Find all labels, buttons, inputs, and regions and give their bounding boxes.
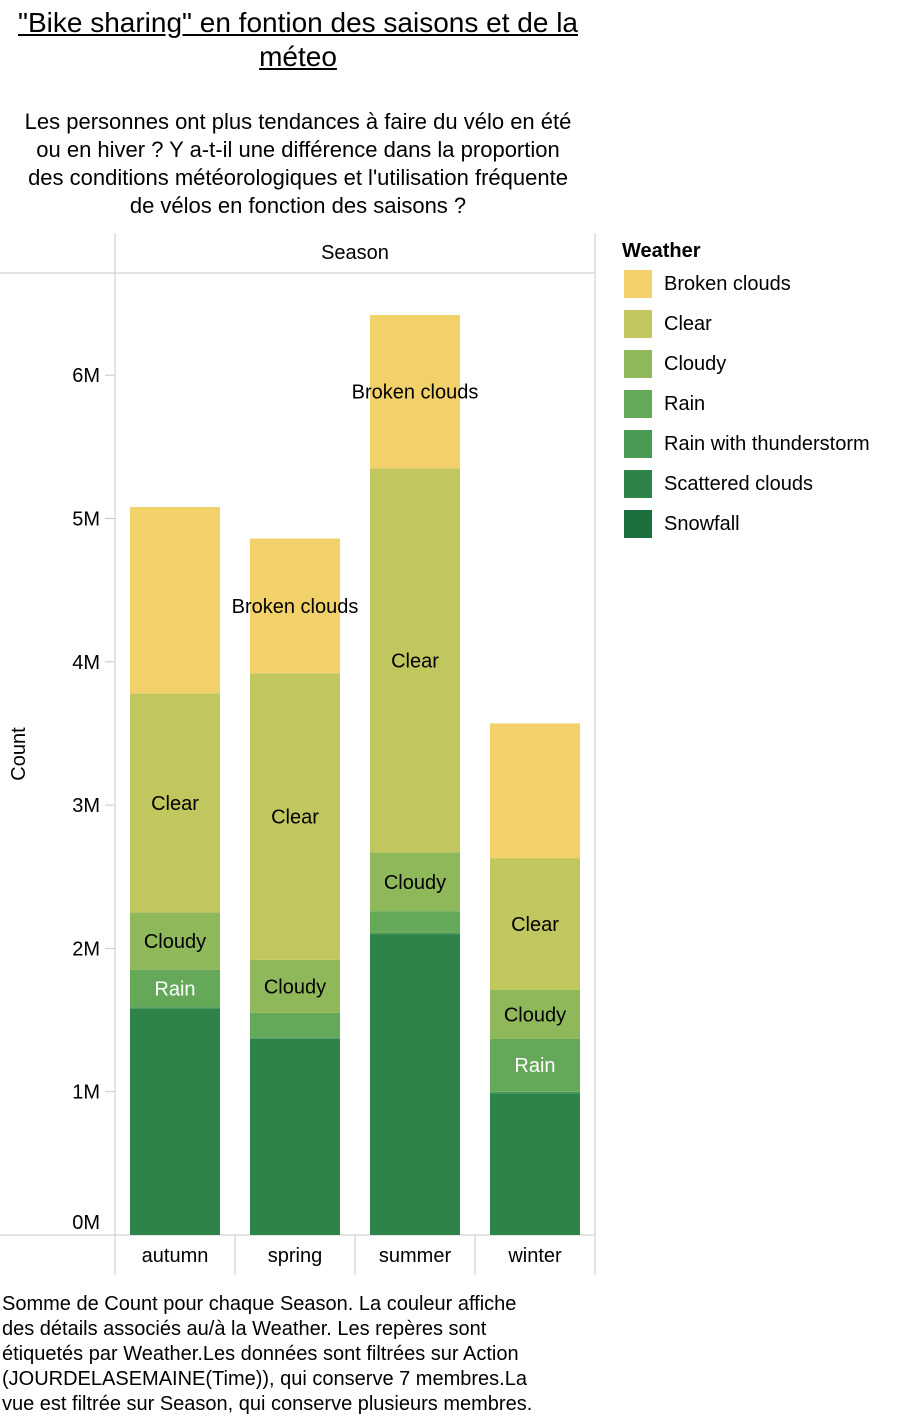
legend-item: Rain with thunderstorm: [622, 424, 870, 464]
legend-swatch: [624, 510, 652, 538]
bar-data-label: Broken clouds: [232, 596, 359, 618]
bar-segment: [130, 912, 220, 970]
y-tick-label: 3M: [72, 795, 100, 817]
bar-segment: [370, 315, 460, 469]
bar-segment: [370, 934, 460, 1235]
bar-data-label: Cloudy: [384, 872, 446, 894]
bar-segment: [130, 693, 220, 913]
bar-segment: [490, 1091, 580, 1094]
legend-label: Cloudy: [664, 352, 727, 375]
y-tick-label: 0M: [72, 1212, 100, 1234]
legend-item: Snowfall: [622, 504, 870, 544]
x-tick-label: spring: [268, 1245, 322, 1267]
bar-data-label: Rain: [154, 979, 195, 1001]
column-header: Season: [321, 242, 389, 264]
bar-segment: [130, 1008, 220, 1235]
legend-item: Cloudy: [622, 344, 870, 384]
bar-data-label: Clear: [511, 914, 559, 936]
legend-label: Snowfall: [664, 512, 740, 535]
legend-swatch: [624, 350, 652, 378]
bar-data-label: Broken clouds: [352, 382, 479, 404]
chart-axes: Season Count 0M 1M 2M 3M 4M 5M 6M autumn spring sum…: [8, 242, 562, 1275]
stacked-bar-chart: Rain Cloudy Clear Cloudy Clear Broken clouds C…: [0, 233, 596, 1275]
bar-segment: [250, 1038, 340, 1235]
x-tick-label: summer: [379, 1245, 452, 1267]
y-tick-label: 6M: [72, 365, 100, 387]
bar-segment: [250, 1012, 340, 1038]
legend-item: Broken clouds: [622, 264, 870, 304]
legend-swatch: [624, 310, 652, 338]
bar-segment: [490, 1093, 580, 1235]
bar-data-label: Cloudy: [264, 976, 326, 998]
bar-segment: [490, 858, 580, 990]
legend-swatch: [624, 390, 652, 418]
legend: Weather Broken clouds Clear Cloudy Rain Rain…: [622, 238, 870, 544]
bar-data-label: Rain: [514, 1055, 555, 1077]
legend-item: Clear: [622, 304, 870, 344]
legend-items: Broken clouds Clear Cloudy Rain Rain with th…: [622, 264, 870, 544]
bar-segment: [250, 1037, 340, 1039]
bar-segment: [250, 538, 340, 674]
legend-item: Scattered clouds: [622, 464, 870, 504]
y-tick-label: 4M: [72, 652, 100, 674]
chart-mark-labels: Rain Cloudy Clear Cloudy Clear Broken clouds C…: [144, 382, 566, 1078]
y-tick-label: 2M: [72, 938, 100, 960]
bar-data-label: Clear: [151, 793, 199, 815]
legend-swatch: [624, 270, 652, 298]
bar-segment: [370, 932, 460, 935]
bar-segment: [130, 969, 220, 1008]
y-axis-title: Count: [8, 727, 30, 781]
bar-segment: [130, 1007, 220, 1009]
legend-swatch: [624, 470, 652, 498]
bar-segment: [130, 507, 220, 694]
bar-segment: [490, 1038, 580, 1092]
bar-data-label: Clear: [391, 650, 439, 672]
bar-data-label: Clear: [271, 807, 319, 829]
x-tick-label: autumn: [142, 1245, 209, 1267]
bar-segment: [250, 959, 340, 1013]
legend-label: Clear: [664, 312, 712, 335]
chart-bars: [130, 315, 580, 1235]
chart-subtitle: Les personnes ont plus tendances à faire…: [24, 109, 572, 218]
legend-item: Rain: [622, 384, 870, 424]
chart-title: "Bike sharing" en fontion des saisons et…: [18, 7, 578, 72]
bar-segment: [370, 852, 460, 912]
legend-label: Rain with thunderstorm: [664, 432, 870, 455]
y-tick-label: 5M: [72, 509, 100, 531]
legend-label: Broken clouds: [664, 272, 791, 295]
legend-label: Scattered clouds: [664, 472, 813, 495]
legend-swatch: [624, 430, 652, 458]
legend-label: Rain: [664, 392, 706, 415]
bar-data-label: Cloudy: [144, 931, 206, 953]
x-tick-label: winter: [507, 1245, 562, 1267]
bar-data-label: Cloudy: [504, 1004, 566, 1026]
legend-title: Weather: [622, 240, 701, 262]
y-tick-label: 1M: [72, 1082, 100, 1104]
bar-segment: [370, 911, 460, 933]
bar-segment: [250, 673, 340, 960]
bar-segment: [490, 723, 580, 859]
bar-segment: [490, 989, 580, 1039]
bar-segment: [370, 468, 460, 853]
chart-caption: Somme de Count pour chaque Season. La co…: [2, 1293, 533, 1415]
